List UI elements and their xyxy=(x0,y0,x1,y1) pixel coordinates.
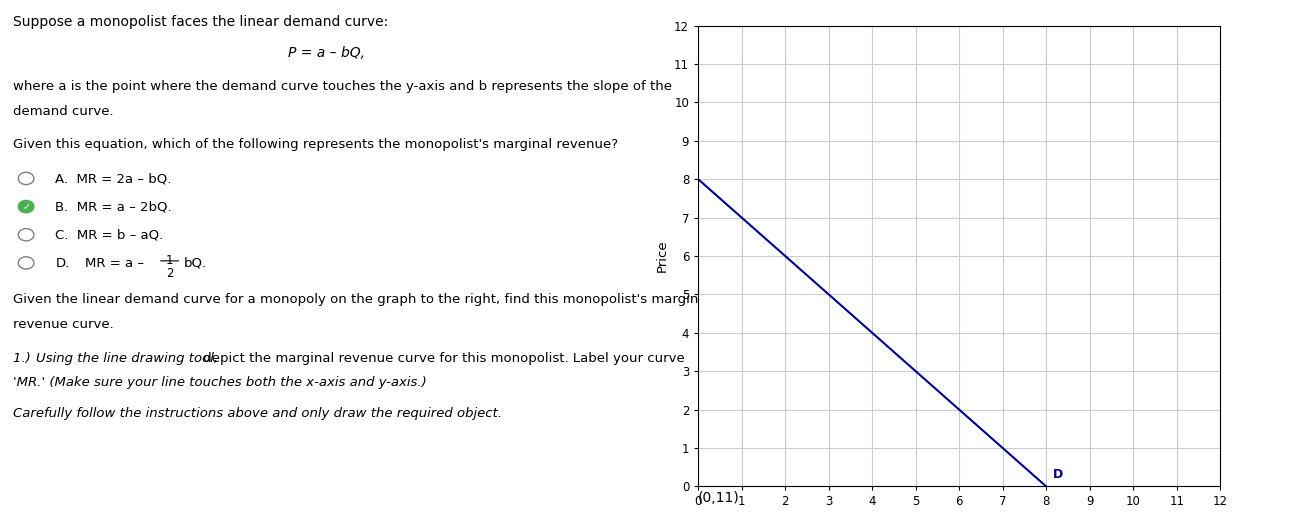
Text: Given the linear demand curve for a monopoly on the graph to the right, find thi: Given the linear demand curve for a mono… xyxy=(13,293,710,306)
Text: bQ.: bQ. xyxy=(184,257,207,270)
Text: depict the marginal revenue curve for this monopolist. Label your curve: depict the marginal revenue curve for th… xyxy=(198,352,685,365)
Text: 1: 1 xyxy=(166,254,174,267)
Y-axis label: Price: Price xyxy=(655,240,668,272)
Text: B.  MR = a – 2bQ.: B. MR = a – 2bQ. xyxy=(55,201,172,214)
Text: Using the line drawing tool,: Using the line drawing tool, xyxy=(37,352,218,365)
Circle shape xyxy=(18,201,34,213)
Text: A.  MR = 2a – bQ.: A. MR = 2a – bQ. xyxy=(55,173,172,185)
Text: P = a – bQ,: P = a – bQ, xyxy=(287,47,365,60)
Text: 'MR.' (Make sure your line touches both the x-axis and y-axis.): 'MR.' (Make sure your line touches both … xyxy=(13,376,427,389)
Text: C.  MR = b – aQ.: C. MR = b – aQ. xyxy=(55,229,163,242)
Text: MR = a –: MR = a – xyxy=(85,257,144,270)
Text: Carefully follow the instructions above and only draw the required object.: Carefully follow the instructions above … xyxy=(13,408,502,420)
Text: D: D xyxy=(1053,467,1064,481)
Text: (0,11): (0,11) xyxy=(698,491,740,505)
Text: demand curve.: demand curve. xyxy=(13,105,114,118)
Text: Given this equation, which of the following represents the monopolist's marginal: Given this equation, which of the follow… xyxy=(13,139,619,152)
Text: revenue curve.: revenue curve. xyxy=(13,318,114,331)
Text: Suppose a monopolist faces the linear demand curve:: Suppose a monopolist faces the linear de… xyxy=(13,15,389,29)
Text: where a is the point where the demand curve touches the y-axis and b represents : where a is the point where the demand cu… xyxy=(13,80,672,93)
Text: 2: 2 xyxy=(166,267,174,280)
Text: ✓: ✓ xyxy=(22,202,30,211)
Text: D.: D. xyxy=(55,257,69,270)
Text: 1.): 1.) xyxy=(13,352,35,365)
